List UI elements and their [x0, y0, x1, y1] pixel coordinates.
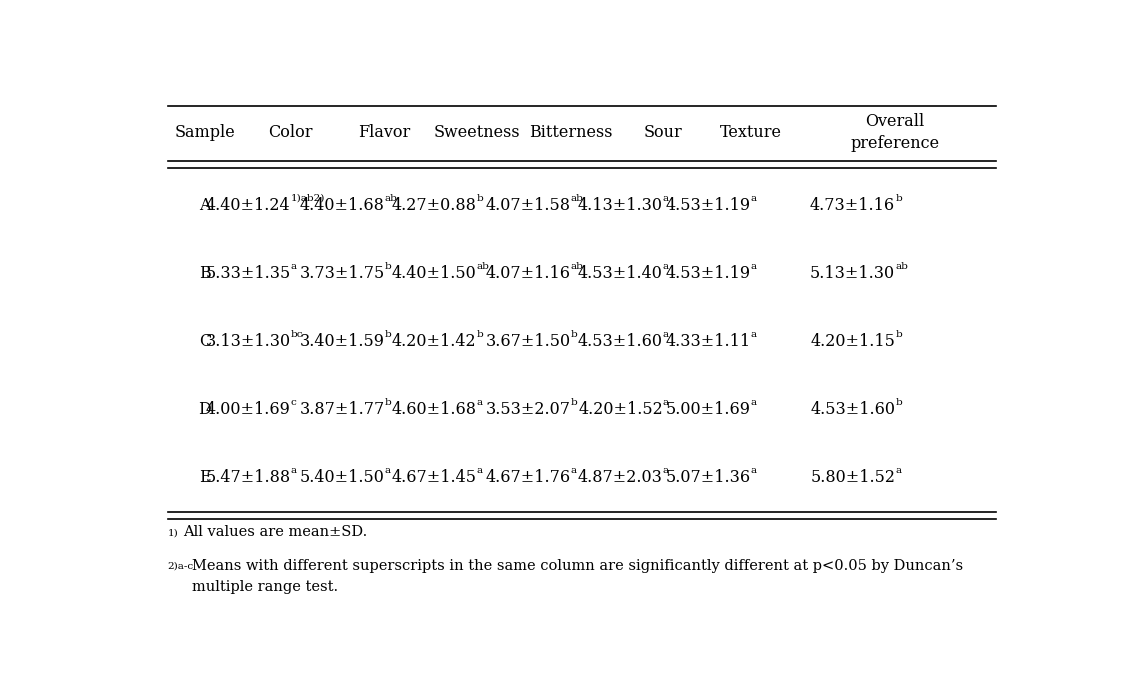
Text: b: b	[476, 194, 483, 203]
Text: 2)a-c: 2)a-c	[167, 562, 193, 571]
Text: 4.40±1.68: 4.40±1.68	[300, 197, 385, 213]
Text: Color: Color	[268, 125, 312, 142]
Text: bc: bc	[291, 330, 303, 339]
Text: 4.20±1.15: 4.20±1.15	[810, 333, 896, 350]
Text: a: a	[751, 398, 757, 407]
Text: b: b	[896, 194, 901, 203]
Text: Texture: Texture	[719, 125, 782, 142]
Text: Sour: Sour	[644, 125, 682, 142]
Text: a: a	[663, 330, 670, 339]
Text: 4.73±1.16: 4.73±1.16	[810, 197, 896, 213]
Text: 1): 1)	[167, 528, 179, 537]
Text: 4.60±1.68: 4.60±1.68	[391, 401, 476, 418]
Text: a: a	[571, 466, 577, 475]
Text: ab: ab	[571, 194, 584, 203]
Text: 4.53±1.60: 4.53±1.60	[810, 401, 896, 418]
Text: 4.67±1.45: 4.67±1.45	[391, 469, 476, 486]
Text: 3.67±1.50: 3.67±1.50	[485, 333, 571, 350]
Text: 4.53±1.19: 4.53±1.19	[665, 265, 751, 281]
Text: Bitterness: Bitterness	[529, 125, 613, 142]
Text: 5.00±1.69: 5.00±1.69	[665, 401, 751, 418]
Text: 3.87±1.77: 3.87±1.77	[300, 401, 385, 418]
Text: 4.67±1.76: 4.67±1.76	[485, 469, 571, 486]
Text: 4.87±2.03: 4.87±2.03	[578, 469, 663, 486]
Text: b: b	[896, 330, 901, 339]
Text: 4.27±0.88: 4.27±0.88	[391, 197, 476, 213]
Text: a: a	[751, 466, 757, 475]
Text: 3.53±2.07: 3.53±2.07	[486, 401, 571, 418]
Text: a: a	[663, 466, 670, 475]
Text: A: A	[199, 197, 210, 213]
Text: a: a	[751, 194, 757, 203]
Text: Sweetness: Sweetness	[433, 125, 520, 142]
Text: 5.80±1.52: 5.80±1.52	[810, 469, 896, 486]
Text: a: a	[663, 398, 670, 407]
Text: a: a	[663, 194, 670, 203]
Text: 4.40±1.24: 4.40±1.24	[206, 197, 291, 213]
Text: b: b	[476, 330, 483, 339]
Text: c: c	[291, 398, 296, 407]
Text: ab: ab	[476, 262, 490, 271]
Text: a: a	[751, 330, 757, 339]
Text: 5.47±1.88: 5.47±1.88	[205, 469, 291, 486]
Text: Flavor: Flavor	[359, 125, 411, 142]
Text: a: a	[476, 398, 483, 407]
Text: Sample: Sample	[174, 125, 235, 142]
Text: 4.00±1.69: 4.00±1.69	[206, 401, 291, 418]
Text: Overall
preference: Overall preference	[851, 114, 940, 153]
Text: a: a	[896, 466, 901, 475]
Text: 5.07±1.36: 5.07±1.36	[665, 469, 751, 486]
Text: 4.13±1.30: 4.13±1.30	[578, 197, 663, 213]
Text: 4.07±1.16: 4.07±1.16	[486, 265, 571, 281]
Text: b: b	[385, 330, 391, 339]
Text: b: b	[571, 398, 578, 407]
Text: 4.40±1.50: 4.40±1.50	[392, 265, 476, 281]
Text: D: D	[199, 401, 211, 418]
Text: 4.53±1.19: 4.53±1.19	[665, 197, 751, 213]
Text: 1)ab2): 1)ab2)	[291, 194, 325, 203]
Text: a: a	[476, 466, 483, 475]
Text: 5.40±1.50: 5.40±1.50	[300, 469, 385, 486]
Text: 3.73±1.75: 3.73±1.75	[300, 265, 385, 281]
Text: All values are mean±SD.: All values are mean±SD.	[183, 524, 368, 539]
Text: a: a	[291, 262, 296, 271]
Text: 4.53±1.40: 4.53±1.40	[578, 265, 663, 281]
Text: b: b	[385, 262, 391, 271]
Text: B: B	[199, 265, 210, 281]
Text: E: E	[199, 469, 210, 486]
Text: a: a	[751, 262, 757, 271]
Text: 4.20±1.42: 4.20±1.42	[392, 333, 476, 350]
Text: 5.33±1.35: 5.33±1.35	[205, 265, 291, 281]
Text: 4.20±1.52: 4.20±1.52	[578, 401, 663, 418]
Text: 4.07±1.58: 4.07±1.58	[486, 197, 571, 213]
Text: ab: ab	[385, 194, 397, 203]
Text: a: a	[385, 466, 390, 475]
Text: a: a	[291, 466, 296, 475]
Text: 3.40±1.59: 3.40±1.59	[300, 333, 385, 350]
Text: b: b	[385, 398, 391, 407]
Text: Means with different superscripts in the same column are significantly different: Means with different superscripts in the…	[192, 559, 964, 594]
Text: b: b	[571, 330, 578, 339]
Text: 3.13±1.30: 3.13±1.30	[205, 333, 291, 350]
Text: 4.53±1.60: 4.53±1.60	[578, 333, 663, 350]
Text: a: a	[663, 262, 670, 271]
Text: C: C	[199, 333, 211, 350]
Text: b: b	[896, 398, 901, 407]
Text: 5.13±1.30: 5.13±1.30	[810, 265, 896, 281]
Text: ab: ab	[896, 262, 908, 271]
Text: 4.33±1.11: 4.33±1.11	[665, 333, 751, 350]
Text: ab: ab	[571, 262, 584, 271]
